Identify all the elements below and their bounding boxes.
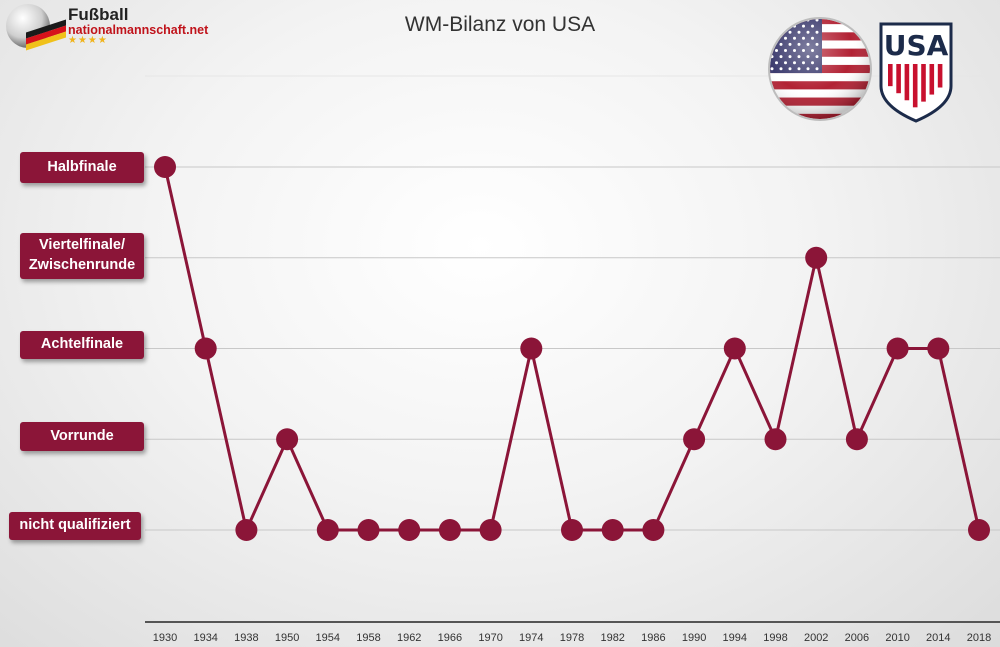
data-point-2006 (845, 428, 868, 451)
data-point-1954 (316, 519, 339, 541)
data-point-2014 (927, 337, 950, 360)
data-point-1950 (276, 428, 299, 451)
data-point-1930 (154, 156, 176, 178)
x-tick-label: 1954 (316, 632, 340, 644)
y-label-vorrunde: Vorrunde (20, 422, 144, 451)
x-tick-label: 1978 (560, 632, 584, 644)
data-point-1934 (194, 337, 217, 360)
x-tick-label: 1930 (153, 632, 177, 644)
logo-subtitle: nationalmannschaft.net (68, 23, 209, 37)
data-point-1978 (561, 519, 583, 541)
x-tick-label: 1986 (641, 632, 665, 644)
data-point-2018 (968, 519, 990, 541)
site-logo[interactable]: Fußball nationalmannschaft.net ★★★★ (4, 2, 214, 52)
x-tick-label: 1994 (723, 632, 747, 644)
x-tick-label: 1974 (519, 632, 543, 644)
x-tick-label: 1934 (193, 632, 217, 644)
y-label-nicht-qualifiziert: nicht qualifiziert (9, 512, 141, 540)
data-point-2010 (886, 337, 909, 360)
usa-crest-icon: USA (879, 22, 953, 123)
y-label-halbfinale: Halbfinale (20, 152, 144, 183)
x-tick-label: 2018 (967, 632, 991, 644)
y-label-achtelfinale: Achtelfinale (20, 331, 144, 359)
x-tick-label: 1998 (763, 632, 787, 644)
data-point-1986 (642, 519, 665, 541)
data-point-1970 (479, 519, 502, 541)
logo-stars: ★★★★ (68, 35, 108, 46)
data-point-1974 (520, 337, 543, 360)
data-point-1958 (357, 519, 380, 541)
data-point-2002 (805, 246, 828, 269)
x-tick-label: 1950 (275, 632, 299, 644)
x-tick-label: 2010 (885, 632, 909, 644)
logo-title: Fußball (68, 5, 129, 24)
x-tick-label: 2006 (845, 632, 869, 644)
data-point-1990 (683, 428, 706, 451)
x-tick-label: 1970 (478, 632, 502, 644)
x-tick-label: 2014 (926, 632, 950, 644)
x-tick-label: 1962 (397, 632, 421, 644)
x-tick-label: 1938 (234, 632, 258, 644)
data-point-1938 (235, 519, 258, 541)
usa-flag-icon (768, 17, 872, 121)
x-tick-label: 1958 (356, 632, 380, 644)
y-label-viertelfinale: Viertelfinale/ Zwischenrunde (20, 233, 144, 279)
crest-text: USA (884, 29, 949, 62)
x-tick-label: 1982 (600, 632, 624, 644)
data-point-1998 (764, 428, 787, 451)
x-tick-label: 1966 (438, 632, 462, 644)
data-point-1994 (723, 337, 746, 360)
data-point-1962 (398, 519, 421, 541)
x-tick-label: 1990 (682, 632, 706, 644)
x-tick-label: 2002 (804, 632, 828, 644)
data-point-1966 (438, 519, 461, 541)
chart-title: WM-Bilanz von USA (404, 13, 596, 36)
data-point-1982 (601, 519, 624, 541)
